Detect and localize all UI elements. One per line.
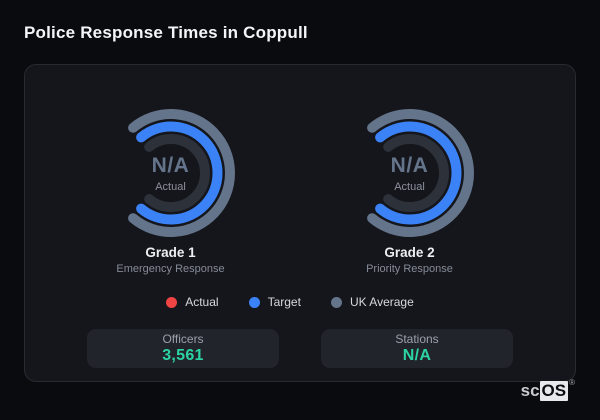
officers-label: Officers [162, 332, 204, 346]
actual-value-label: Actual [394, 180, 425, 193]
legend-label-target: Target [267, 295, 301, 309]
target-dot [248, 296, 260, 308]
actual-value: N/A [151, 153, 190, 177]
uk-average-arc [366, 109, 474, 237]
grade1-gauge: N/A Actual [101, 103, 241, 243]
uk-average-dot [330, 296, 342, 308]
target-legend-dot-icon [248, 296, 260, 308]
scos-logo: sc OS ® [520, 378, 575, 401]
legend-label-actual: Actual [185, 295, 219, 309]
gauge-center-readout: N/A Actual [340, 103, 480, 243]
target-arc [135, 121, 222, 225]
legend-item-actual[interactable]: Actual [166, 295, 219, 309]
uk-average-legend-dot-icon [330, 296, 342, 308]
stations-stat-tile: Stations N/A [321, 329, 513, 368]
stats-row: Officers 3,561 Stations N/A [25, 329, 575, 368]
grade1-label: Grade 1 [145, 245, 196, 260]
chart-legend: Actual Target UK Average [25, 295, 575, 309]
actual-dot [166, 296, 178, 308]
grade2-gauge: N/A Actual [340, 103, 480, 243]
legend-item-target[interactable]: Target [248, 295, 301, 309]
grade2-label: Grade 2 [384, 245, 435, 260]
legend-item-uk-average[interactable]: UK Average [330, 295, 414, 309]
legend-label-uk-average: UK Average [349, 295, 414, 309]
registered-trademark-icon: ® [569, 378, 575, 387]
scos-logo-badge: OS [539, 381, 569, 401]
actual-track-arc [382, 134, 449, 212]
scos-logo-prefix: sc [520, 381, 540, 400]
actual-track-arc [143, 134, 210, 212]
officers-stat-tile: Officers 3,561 [87, 329, 279, 368]
stations-value: N/A [402, 347, 432, 364]
target-arc [374, 121, 461, 225]
actual-legend-dot-icon [166, 296, 178, 308]
grade1-gauge-chart [127, 109, 235, 237]
response-times-card: N/A Actual Grade 1 Emergency Response [24, 64, 576, 382]
officers-value: 3,561 [162, 347, 204, 364]
gauges-row: N/A Actual Grade 1 Emergency Response [25, 103, 575, 275]
grade2-subtitle: Priority Response [366, 263, 453, 275]
gauge-group-grade2: N/A Actual Grade 2 Priority Response [335, 103, 485, 275]
uk-average-arc [127, 109, 235, 237]
grade1-subtitle: Emergency Response [116, 263, 225, 275]
stations-label: Stations [395, 332, 439, 346]
actual-value: N/A [390, 153, 429, 177]
grade2-gauge-chart [366, 109, 474, 237]
page-title: Police Response Times in Coppull [24, 23, 308, 42]
gauge-center-readout: N/A Actual [101, 103, 241, 243]
actual-value-label: Actual [155, 180, 186, 193]
gauge-group-grade1: N/A Actual Grade 1 Emergency Response [96, 103, 246, 275]
